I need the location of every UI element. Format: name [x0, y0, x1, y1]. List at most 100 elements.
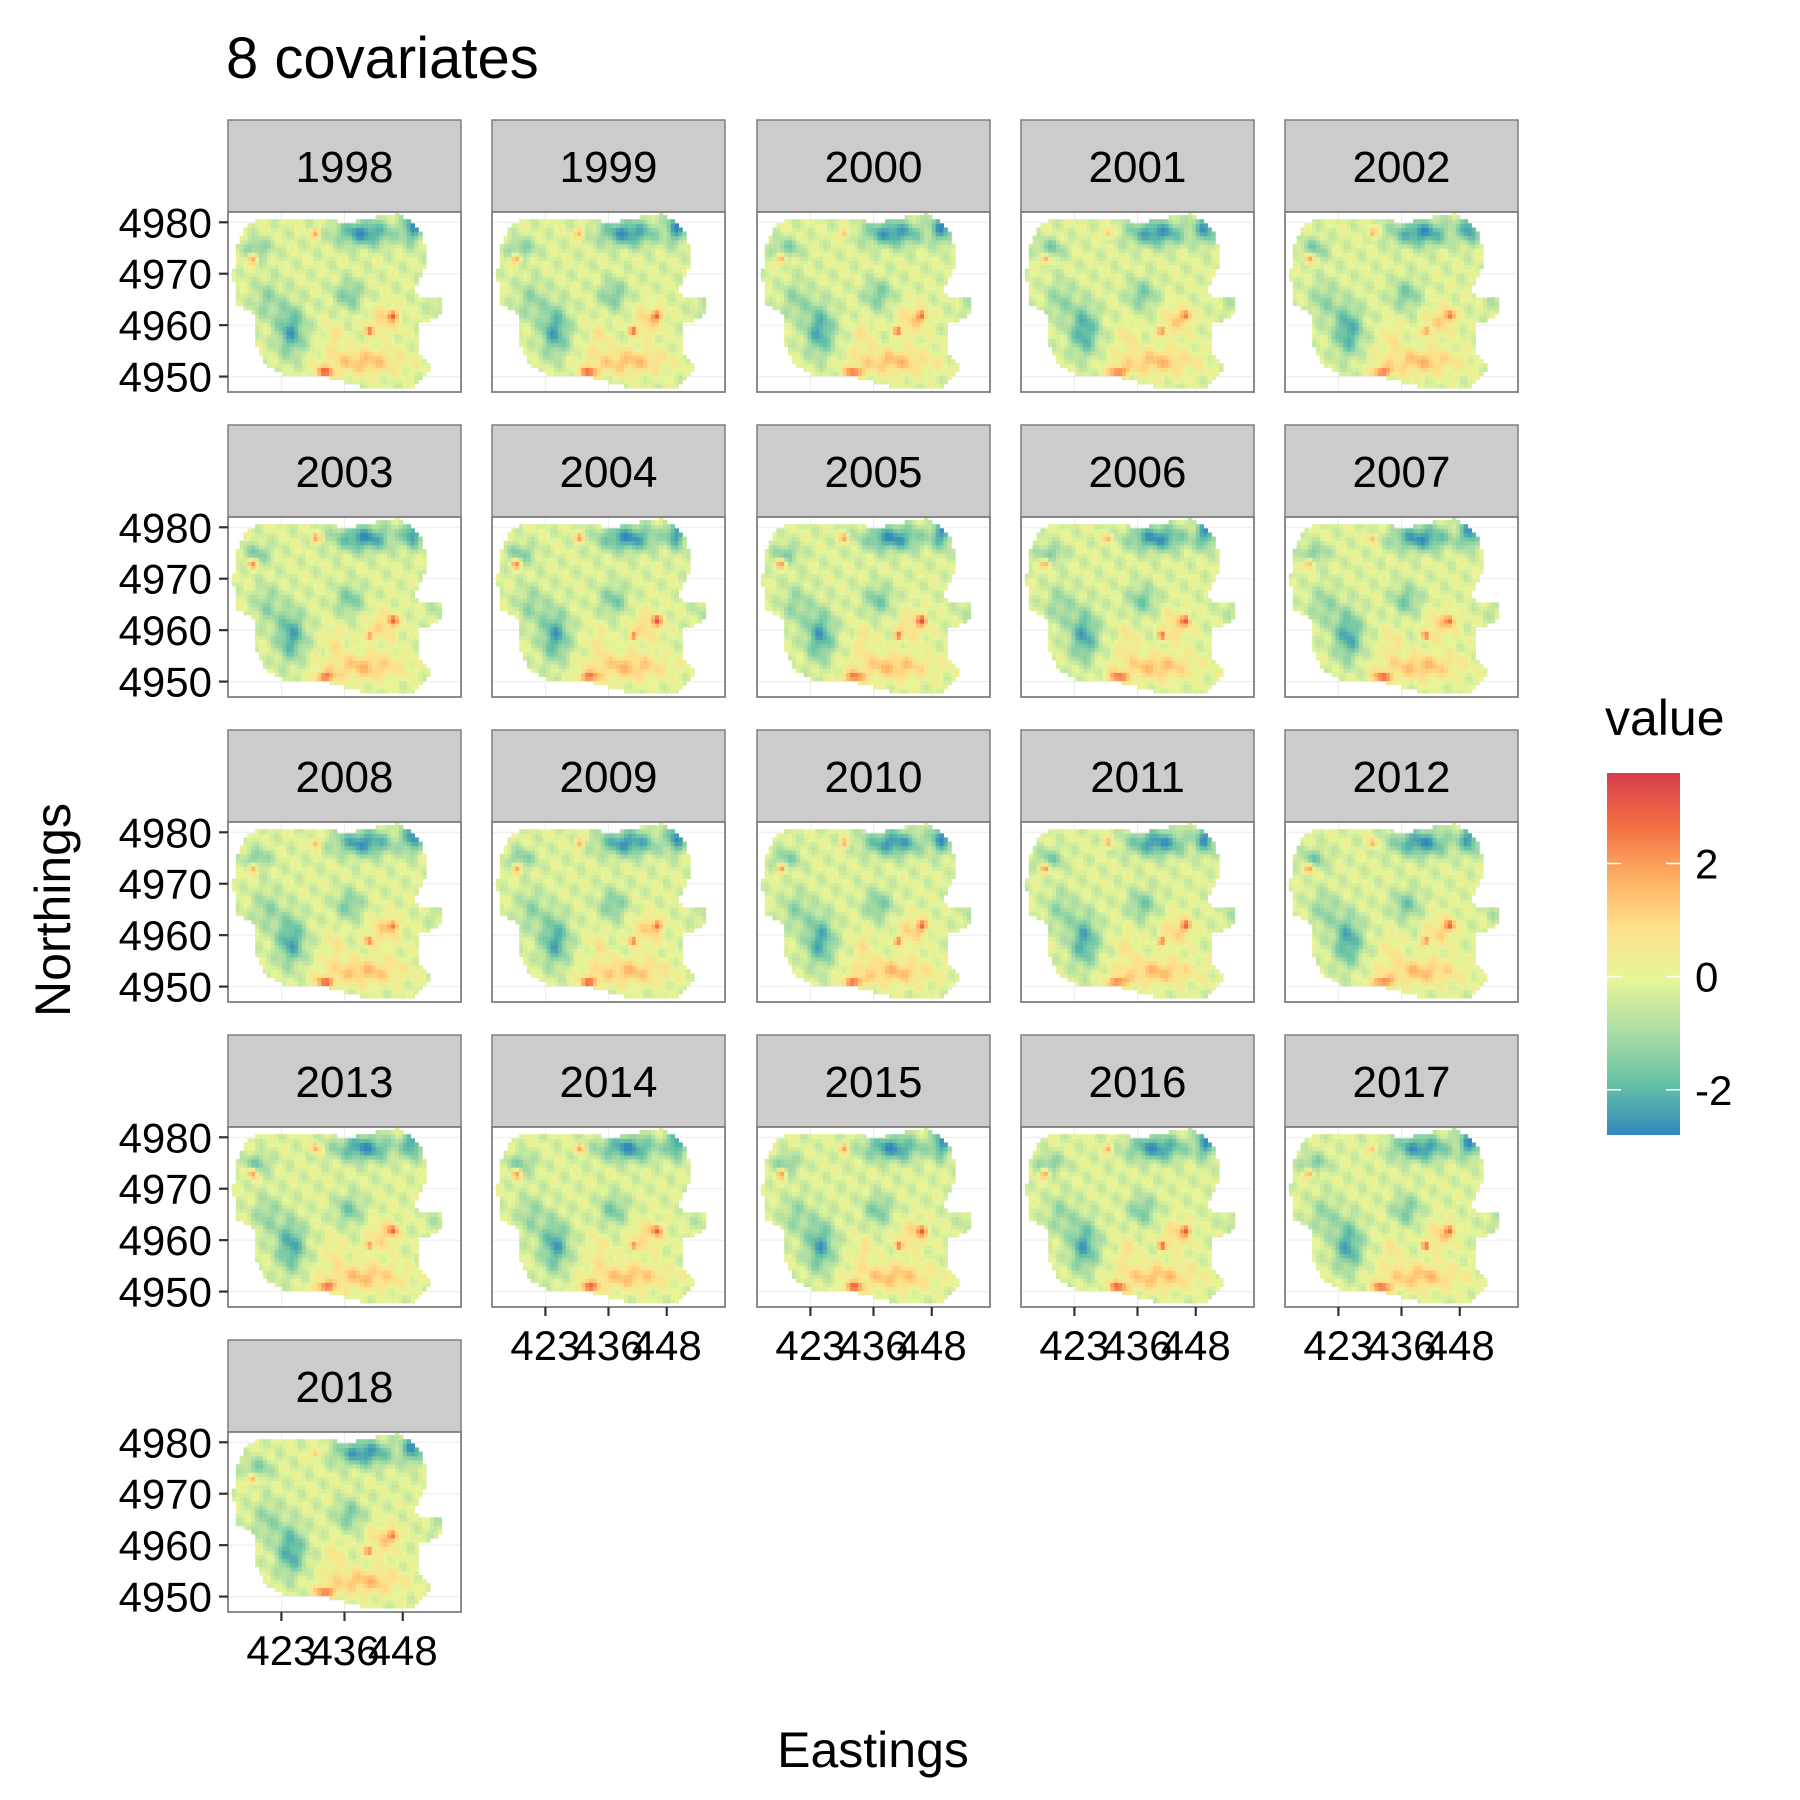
raster-cell: [842, 371, 847, 377]
raster-cell: [865, 330, 871, 335]
raster-cell: [317, 371, 322, 377]
raster-cell: [402, 239, 408, 245]
raster-cell: [869, 334, 875, 340]
raster-cell: [908, 293, 913, 298]
raster-cell: [422, 309, 427, 315]
raster-cell: [581, 301, 586, 307]
raster-cell: [670, 235, 676, 241]
raster-cell: [321, 334, 326, 340]
raster-cell: [356, 330, 361, 335]
raster-cell: [788, 289, 793, 294]
raster-cell: [608, 252, 613, 257]
raster-cell: [780, 260, 785, 266]
raster-cell: [850, 346, 855, 352]
raster-cell: [317, 322, 322, 327]
raster-cell: [854, 252, 859, 257]
raster-cell: [530, 235, 536, 241]
raster-cell: [340, 227, 346, 233]
raster-cell: [791, 342, 797, 348]
raster-cell: [885, 272, 890, 278]
raster-cell: [885, 330, 890, 335]
raster-cell: [869, 363, 875, 368]
raster-cell: [807, 293, 812, 298]
raster-cell: [885, 334, 890, 340]
raster-cell: [826, 276, 832, 282]
raster-cell: [340, 313, 346, 319]
raster-cell: [604, 252, 610, 257]
raster-cell: [682, 297, 687, 303]
raster-cell: [643, 305, 648, 311]
raster-cell: [546, 243, 551, 249]
raster-cell: [243, 231, 249, 237]
raster-cell: [558, 330, 563, 335]
raster-cell: [838, 235, 844, 241]
raster-cell: [398, 371, 404, 377]
raster-cell: [371, 268, 377, 274]
raster-cell: [811, 371, 816, 377]
raster-cell: [627, 317, 633, 323]
raster-cell: [900, 256, 906, 261]
raster-cell: [678, 317, 683, 323]
raster-cell: [647, 317, 652, 323]
raster-cell: [511, 289, 516, 294]
raster-cell: [344, 256, 349, 261]
raster-cell: [367, 330, 373, 335]
raster-cell: [620, 379, 625, 385]
raster-cell: [655, 346, 660, 352]
raster-cell: [592, 317, 598, 323]
raster-cell: [608, 297, 613, 303]
raster-cell: [332, 330, 338, 335]
raster-cell: [819, 346, 824, 352]
raster-cell: [830, 359, 836, 364]
raster-cell: [604, 227, 610, 233]
raster-cell: [278, 363, 283, 368]
raster-cell: [865, 276, 871, 282]
facet-strip: [491, 119, 726, 213]
raster-cell: [854, 248, 859, 253]
raster-cell: [313, 326, 318, 331]
raster-cell: [896, 260, 902, 266]
raster-cell: [900, 227, 906, 233]
raster-cell: [834, 256, 840, 261]
raster-cell: [251, 239, 256, 245]
raster-cell: [877, 342, 882, 348]
raster-cell: [301, 367, 307, 373]
raster-cell: [363, 256, 369, 261]
raster-cell: [647, 305, 652, 311]
raster-cell: [239, 256, 245, 261]
raster-cell: [371, 252, 377, 257]
raster-cell: [398, 256, 404, 261]
raster-cell: [616, 305, 621, 311]
raster-cell: [857, 363, 863, 368]
raster-cell: [620, 305, 625, 311]
raster-cell: [558, 231, 563, 237]
raster-cell: [290, 239, 295, 245]
raster-cell: [600, 280, 606, 286]
raster-cell: [305, 289, 311, 294]
raster-cell: [270, 264, 276, 270]
raster-cell: [686, 297, 691, 303]
raster-cell: [873, 223, 878, 229]
raster-cell: [620, 219, 625, 224]
raster-cell: [286, 326, 291, 331]
raster-cell: [332, 334, 338, 340]
raster-cell: [662, 256, 668, 261]
raster-cell: [854, 301, 859, 307]
raster-cell: [768, 297, 774, 303]
raster-cell: [542, 248, 547, 253]
raster-cell: [604, 268, 610, 274]
raster-cell: [861, 346, 867, 352]
raster-cell: [259, 276, 264, 282]
raster-cell: [904, 297, 910, 303]
raster-cell: [666, 342, 672, 348]
raster-cell: [348, 285, 353, 290]
raster-cell: [869, 305, 875, 311]
raster-cell: [262, 227, 268, 233]
raster-cell: [885, 297, 890, 303]
raster-cell: [305, 219, 311, 224]
raster-cell: [826, 243, 832, 249]
raster-cell: [402, 227, 408, 233]
raster-cell: [592, 350, 598, 356]
raster-cell: [577, 289, 582, 294]
raster-cell: [569, 330, 575, 335]
